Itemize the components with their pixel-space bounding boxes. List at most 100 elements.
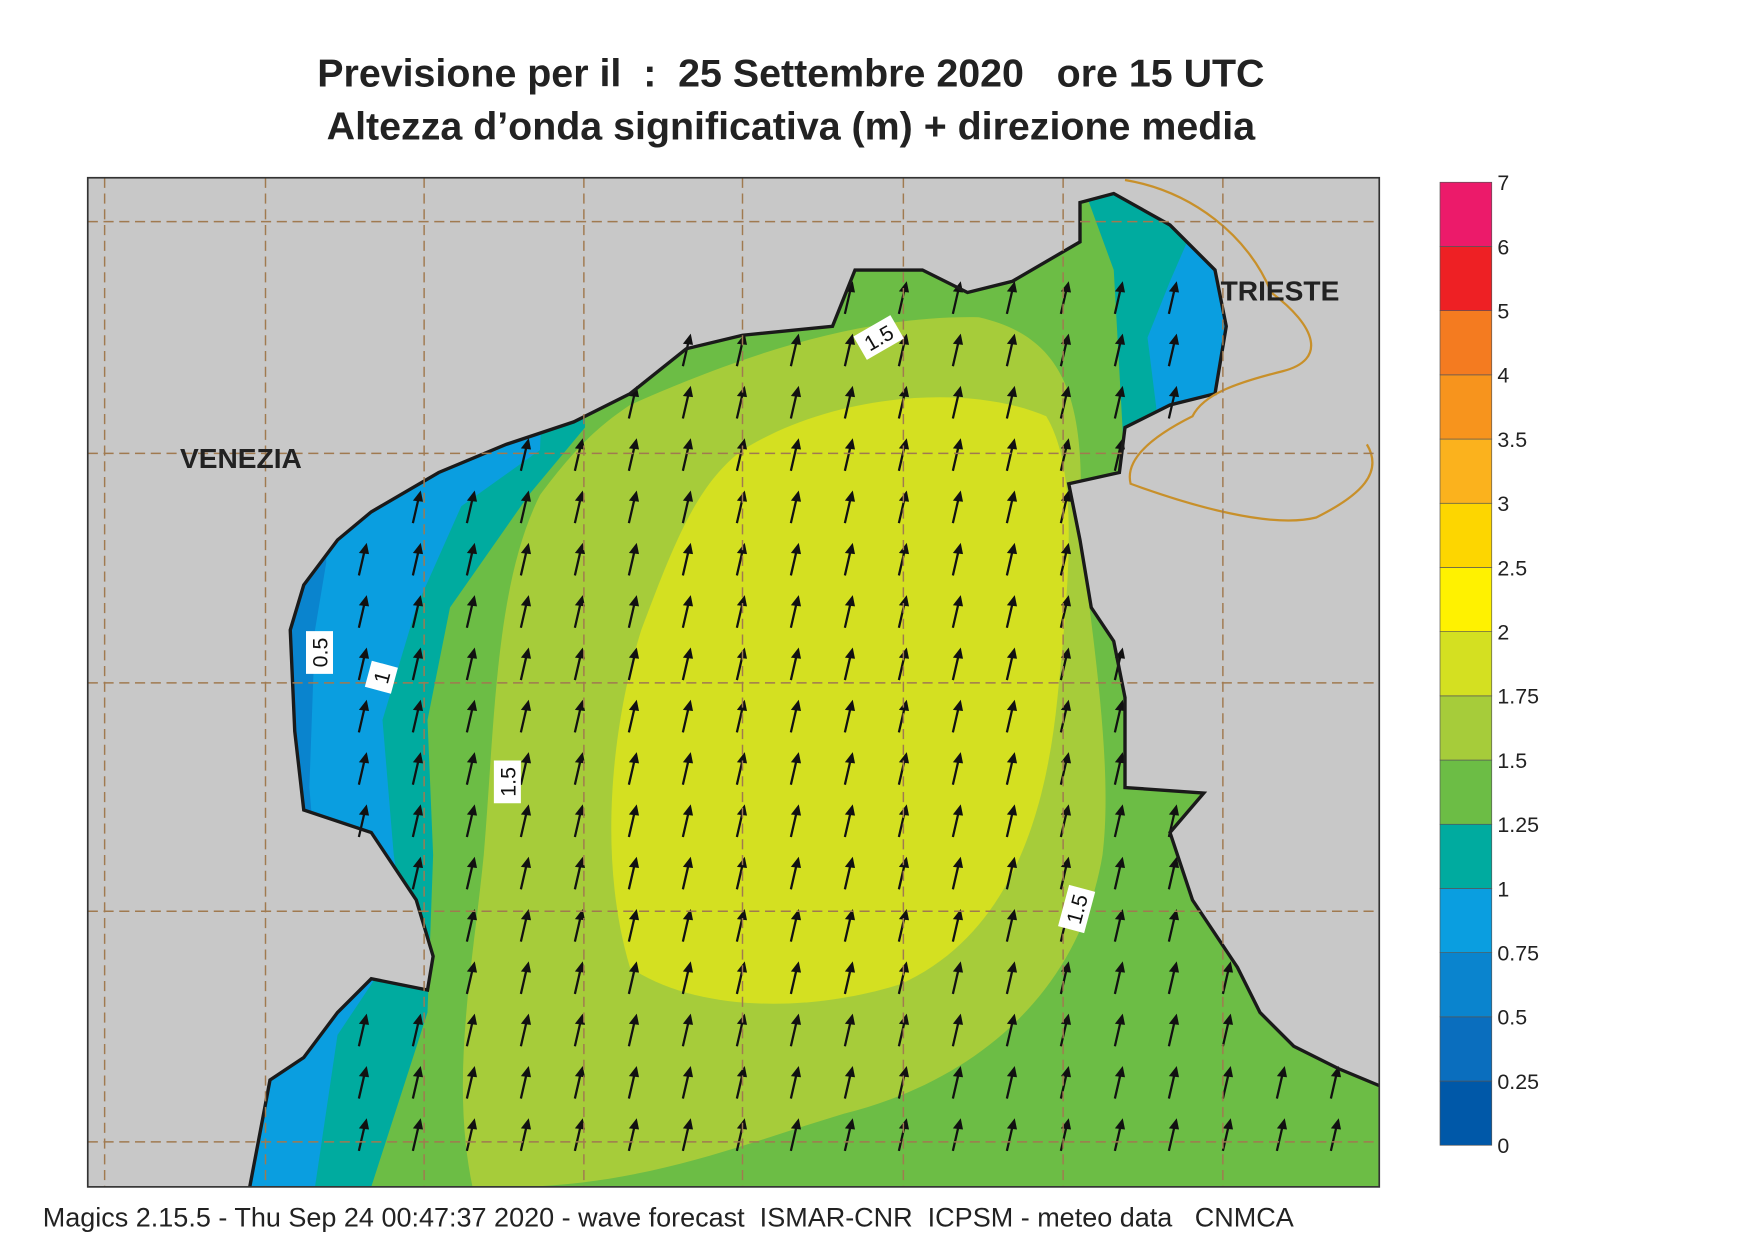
arrow-head	[952, 856, 963, 868]
arrow-head	[520, 804, 531, 816]
arrow-head	[574, 542, 585, 555]
colorbar-label: 2.5	[1497, 556, 1527, 580]
arrow-head	[628, 1013, 639, 1025]
label-box	[1058, 884, 1096, 934]
arrow-head	[574, 699, 585, 711]
arrow-head	[1060, 385, 1071, 398]
colorbar-band	[1439, 181, 1493, 247]
colorbar: 0 0.25 0.5 0.75 1 1.25 1.5 1.75 2 2.5 3 3.5 4 5 6 7	[1439, 171, 1539, 1158]
colorbar-band	[1439, 310, 1493, 376]
arrow-head	[682, 856, 693, 868]
arrow-head	[1006, 961, 1017, 973]
place-label: VENEZIA	[180, 443, 302, 474]
arrow-head	[1168, 281, 1179, 293]
colorbar-label: 1.75	[1497, 685, 1539, 709]
arrow-head	[358, 542, 369, 555]
arrow-head	[1168, 961, 1179, 973]
arrow-head	[1006, 333, 1017, 345]
arrow-head	[682, 647, 693, 659]
arrow-head	[412, 752, 423, 764]
colorbar-label: 5	[1497, 300, 1509, 324]
arrow-head	[628, 699, 639, 711]
arrow-head	[628, 1065, 639, 1078]
contour-label: 1.5	[1058, 884, 1096, 934]
arrow-head	[574, 1065, 585, 1078]
arrow-head	[466, 1118, 477, 1130]
arrow-head	[682, 1013, 693, 1025]
arrow-head	[1006, 490, 1017, 502]
arrow-head	[1006, 752, 1017, 764]
arrow-head	[358, 1065, 369, 1078]
arrow-head	[1006, 647, 1017, 659]
colorbar-band	[1439, 759, 1493, 825]
arrow-head	[952, 595, 963, 607]
arrow-head	[466, 647, 477, 659]
colorbar-label: 0.25	[1497, 1070, 1539, 1094]
arrow-head	[682, 542, 693, 555]
arrow-head	[1276, 1118, 1287, 1130]
arrow-head	[412, 490, 423, 502]
arrow-head	[1060, 699, 1071, 711]
arrow-head	[1222, 1118, 1233, 1130]
footer: Magics 2.15.5 - Thu Sep 24 00:47:37 2020…	[43, 1202, 1294, 1232]
arrow-head	[898, 909, 909, 921]
arrow-head	[574, 438, 585, 450]
arrow-head	[412, 595, 423, 607]
arrow-head	[1006, 1065, 1017, 1078]
arrow-head	[628, 438, 639, 450]
arrow-head	[466, 542, 477, 555]
arrow-head	[1168, 1065, 1179, 1078]
arrow-head	[844, 385, 855, 398]
colorbar-label: 3	[1497, 492, 1509, 516]
arrow-head	[628, 804, 639, 816]
arrow-head	[790, 1065, 801, 1078]
arrow-head	[466, 961, 477, 973]
arrow-head	[1006, 1118, 1017, 1130]
arrow-head	[520, 1013, 531, 1025]
colorbar-band	[1439, 502, 1493, 568]
colorbar-band	[1439, 952, 1493, 1018]
arrow-head	[790, 752, 801, 764]
arrow-head	[952, 1065, 963, 1078]
arrow-head	[952, 961, 963, 973]
coastline	[248, 191, 1380, 1188]
arrow-head	[1006, 281, 1017, 293]
arrow-head	[790, 333, 801, 345]
arrow-head	[466, 699, 477, 711]
arrow-head	[952, 490, 963, 502]
arrow-head	[952, 385, 963, 398]
arrow-head	[574, 1118, 585, 1130]
arrow-head	[898, 595, 909, 607]
arrow-head	[682, 699, 693, 711]
arrow-head	[520, 1065, 531, 1078]
colorbar-label: 3.5	[1497, 428, 1527, 452]
colorbar-band	[1439, 1016, 1493, 1082]
arrow-head	[520, 961, 531, 973]
arrow-head	[1114, 909, 1125, 921]
arrow-head	[682, 804, 693, 816]
arrow-head	[1222, 961, 1233, 973]
arrow-head	[1114, 333, 1125, 345]
arrow-head	[466, 856, 477, 868]
arrow-head	[1006, 595, 1017, 607]
arrow-head	[1114, 1065, 1125, 1078]
contour-label-text: 0.5	[308, 638, 332, 668]
direction-arrows	[357, 281, 1341, 1152]
arrow-head	[1168, 804, 1179, 816]
arrow-head	[520, 438, 531, 450]
arrow-head	[412, 856, 423, 868]
arrow-head	[844, 542, 855, 555]
arrow-head	[1168, 385, 1179, 398]
arrow-head	[466, 1013, 477, 1025]
graticule	[87, 177, 1380, 1187]
arrow-head	[412, 804, 423, 816]
arrow-head	[1006, 385, 1017, 398]
colorbar-band	[1439, 631, 1493, 697]
arrow-head	[1114, 961, 1125, 973]
arrow-head	[1006, 804, 1017, 816]
colorbar-band	[1439, 823, 1493, 889]
arrow-head	[1114, 804, 1125, 816]
arrow-head	[412, 542, 423, 555]
arrow-head	[412, 647, 423, 659]
label-box	[853, 315, 904, 360]
